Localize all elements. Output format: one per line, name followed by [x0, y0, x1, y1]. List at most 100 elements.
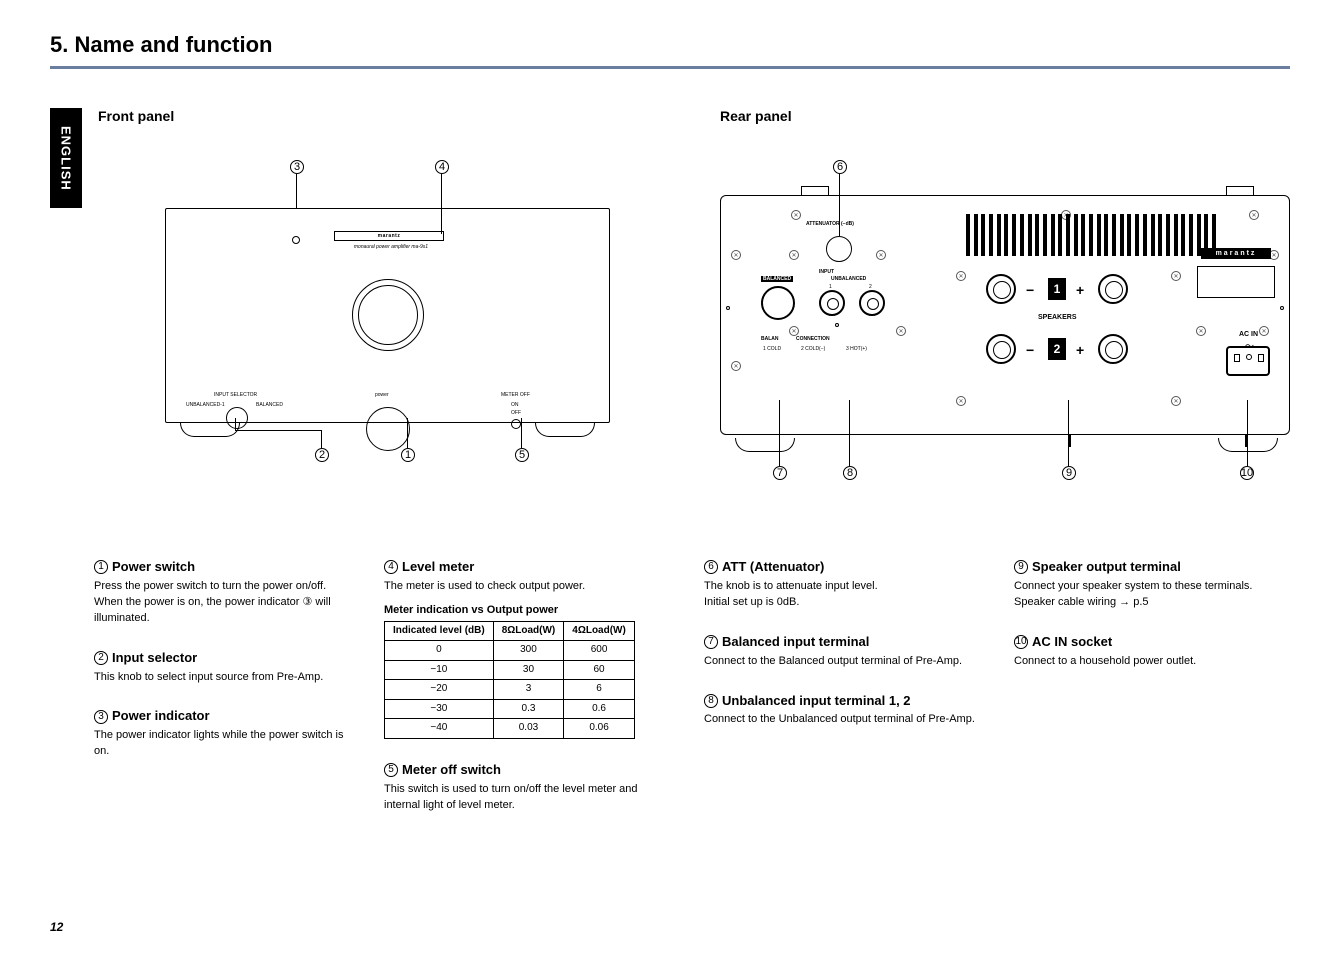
screw-icon: ✕ — [791, 210, 801, 220]
column-4: 9 Speaker output terminal Connect your sp… — [1014, 558, 1294, 813]
td: 0.06 — [564, 719, 635, 739]
th-2: 4ΩLoad(W) — [564, 621, 635, 641]
front-panel-outline: marantz monaural power amplifier ma-9s1 … — [165, 208, 610, 423]
callout-6: 6 — [833, 160, 847, 174]
td: 0.6 — [564, 699, 635, 719]
text-9: Connect your speaker system to these ter… — [1014, 579, 1294, 611]
circ-9: 9 — [1014, 560, 1028, 574]
marantz-logo: marantz — [1201, 248, 1271, 259]
td: −40 — [385, 719, 494, 739]
power-button — [366, 407, 410, 451]
screw-icon: ✕ — [789, 326, 799, 336]
screw-icon: ✕ — [876, 250, 886, 260]
meter-table: Indicated level (dB) 8ΩLoad(W) 4ΩLoad(W)… — [384, 621, 635, 739]
circ-6: 6 — [704, 560, 718, 574]
label-1: 1 — [829, 284, 832, 290]
circ-2: 2 — [94, 651, 108, 665]
circ-3: 3 — [94, 710, 108, 724]
item-9: 9 Speaker output terminal Connect your sp… — [1014, 558, 1294, 611]
item-1: 1Power switch Press the power switch to … — [94, 558, 354, 627]
meter-off-switch — [511, 419, 521, 429]
th-1: 8ΩLoad(W) — [493, 621, 564, 641]
label-speakers: SPEAKERS — [1038, 314, 1077, 321]
section-rule — [50, 66, 1290, 69]
th-0: Indicated level (dB) — [385, 621, 494, 641]
post-line — [1245, 435, 1247, 447]
label-balanced: BALANCED — [256, 402, 283, 408]
dot — [835, 323, 839, 327]
lead-line — [1068, 400, 1069, 466]
speaker-terminal-1-pos — [1098, 274, 1128, 304]
td: 0.03 — [493, 719, 564, 739]
foot-left — [180, 423, 240, 437]
td: 30 — [493, 660, 564, 680]
text-3: The power indicator lights while the pow… — [94, 728, 354, 760]
attenuator-knob — [826, 236, 852, 262]
label-ac-in: AC IN — [1239, 331, 1258, 338]
label-attenuator: ATTENUATOR (−dB) — [806, 221, 854, 227]
label-input: INPUT — [819, 269, 834, 275]
lead-line — [407, 418, 408, 448]
screw-icon: ✕ — [1196, 326, 1206, 336]
rca-input-2 — [859, 290, 885, 316]
lead-line — [235, 418, 236, 430]
td: 300 — [493, 641, 564, 661]
title-8: Unbalanced input terminal 1, 2 — [722, 692, 911, 711]
label-unbal1: UNBALANCED-1 — [186, 402, 225, 408]
screw-icon: ✕ — [731, 250, 741, 260]
label-balanced: BALANCED — [761, 276, 793, 282]
callout-7: 7 — [773, 466, 787, 480]
label-2: 2 — [869, 284, 872, 290]
callout-8: 8 — [843, 466, 857, 480]
label-cold2: 2 COLD(−) — [801, 346, 825, 352]
rear-panel-diagram: ✕ ✕ ✕ ✕ ✕ ✕ ✕ ✕ ✕ ✕ ✕ ✕ ✕ ✕ ✕ ✕ ATTENUAT… — [720, 195, 1290, 435]
column-3: 6ATT (Attenuator) The knob is to attenua… — [704, 558, 984, 813]
foot-right — [535, 423, 595, 437]
speaker-terminal-1-neg — [986, 274, 1016, 304]
language-tab: ENGLISH — [50, 108, 82, 208]
label-meter-off: METER OFF — [501, 392, 530, 398]
rca-input-1 — [819, 290, 845, 316]
td: 600 — [564, 641, 635, 661]
lead-line — [839, 174, 840, 236]
label-power: power — [375, 392, 389, 398]
speaker-label-2: 2 — [1048, 338, 1066, 360]
descriptions-grid: 1Power switch Press the power switch to … — [94, 558, 1294, 813]
text-4: The meter is used to check output power. — [384, 579, 674, 595]
title-1: Power switch — [112, 558, 195, 577]
item-10: 10AC IN socket Connect to a household po… — [1014, 633, 1294, 670]
text-8: Connect to the Unbalanced output termina… — [704, 712, 984, 728]
td: −30 — [385, 699, 494, 719]
label-on: ON — [511, 402, 519, 408]
front-panel-heading: Front panel — [98, 108, 174, 124]
label-input-selector: INPUT SELECTOR — [214, 392, 257, 398]
handle-right — [1226, 186, 1254, 196]
title-3: Power indicator — [112, 707, 210, 726]
circ-7: 7 — [704, 635, 718, 649]
rear-foot-left — [735, 438, 795, 452]
lead-line — [779, 400, 780, 466]
title-9: Speaker output terminal — [1032, 558, 1181, 577]
text-2: This knob to select input source from Pr… — [94, 670, 354, 686]
callout-4: 4 — [435, 160, 449, 174]
item-3: 3 Power indicator The power indicator lig… — [94, 707, 354, 760]
title-5: Meter off switch — [402, 761, 501, 780]
label-off: OFF — [511, 410, 521, 416]
page-number: 12 — [50, 920, 63, 934]
speakers-area: − 1 + SPEAKERS − 2 + — [976, 264, 1176, 404]
label-unbalanced: UNBALANCED — [831, 276, 866, 282]
td: 0.3 — [493, 699, 564, 719]
text-6: The knob is to attenuate input level. In… — [704, 579, 984, 611]
td: −10 — [385, 660, 494, 680]
handle-left — [801, 186, 829, 196]
post-line — [1069, 435, 1071, 447]
model-subtitle: monaural power amplifier ma-9s1 — [321, 244, 461, 250]
text-1: Press the power switch to turn the power… — [94, 579, 354, 627]
lead-line — [235, 430, 322, 431]
speaker-label-1: 1 — [1048, 278, 1066, 300]
ac-socket — [1226, 346, 1270, 376]
label-hot3: 3 HOT(+) — [846, 346, 867, 352]
circ-5: 5 — [384, 763, 398, 777]
speaker-terminal-2-neg — [986, 334, 1016, 364]
serial-plate — [1197, 266, 1275, 298]
